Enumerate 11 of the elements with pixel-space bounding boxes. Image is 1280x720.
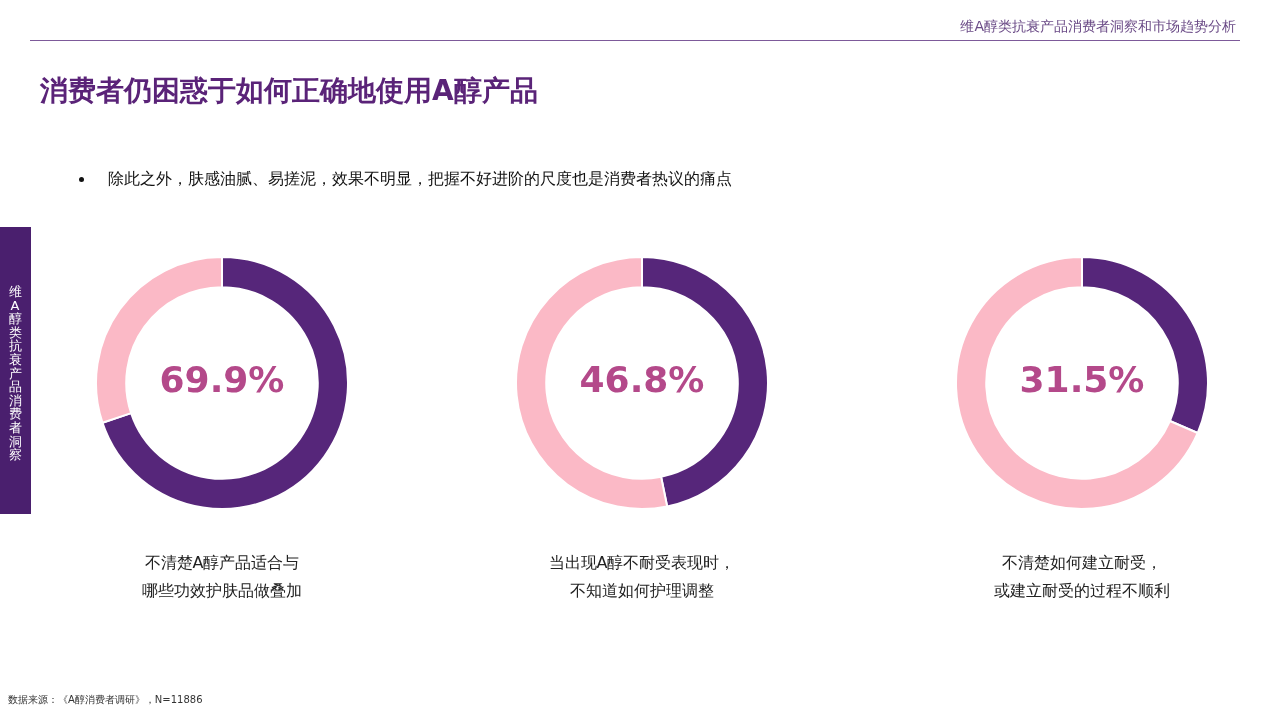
source-note: 数据来源：《A醇消费者调研》，N=11886 bbox=[8, 693, 203, 707]
text: 当出现A醇不耐受表现时，不知道如何护理调整 bbox=[547, 552, 737, 602]
text: 除此之外，肤感油腻、易搓泥，效果不明显，把握不好进阶的尺度也是消费者热议的痛点 bbox=[108, 169, 732, 190]
text: 维A醇类抗衰产品消费者洞察和市场趋势分析 bbox=[960, 18, 1236, 36]
side-tab: 维A醇类抗衰产品消费者洞察 bbox=[0, 227, 31, 514]
text: 消费者仍困惑于如何正确地使用A醇产品 bbox=[40, 73, 538, 109]
data-label: 31.5% bbox=[1019, 359, 1145, 401]
text: 不清楚如何建立耐受，或建立耐受的过程不顺利 bbox=[993, 552, 1171, 602]
data-label: 69.9% bbox=[159, 359, 285, 401]
data-label: 46.8% bbox=[579, 359, 705, 401]
text: 不清楚A醇产品适合与哪些功效护肤品做叠加 bbox=[141, 552, 303, 602]
